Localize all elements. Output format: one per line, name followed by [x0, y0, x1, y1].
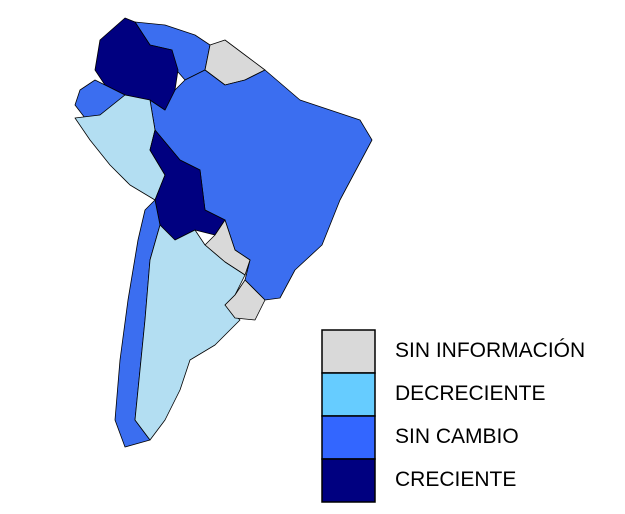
legend-label: SIN CAMBIO: [395, 425, 519, 448]
argentina: [134, 224, 246, 441]
legend-label: DECRECIENTE: [395, 382, 546, 405]
south-america: [74, 17, 373, 448]
legend: SIN INFORMACIÓN DECRECIENTE SIN CAMBIO CREC…: [321, 329, 585, 503]
legend-swatch: [321, 458, 376, 503]
legend-label: SIN INFORMACIÓN: [395, 339, 585, 362]
legend-swatch: [321, 329, 376, 374]
legend-swatch: [321, 372, 376, 417]
uruguay: [224, 279, 266, 321]
legend-swatch: [321, 415, 376, 460]
legend-label: CRECIENTE: [395, 468, 516, 491]
